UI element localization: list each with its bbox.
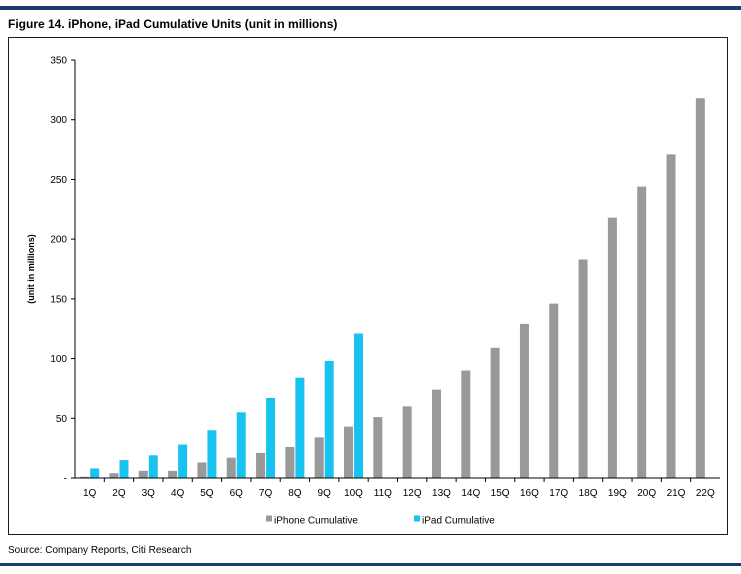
- bar-iphone: [519, 323, 529, 478]
- bar-ipad: [178, 444, 188, 478]
- x-tick-label: 5Q: [200, 488, 214, 499]
- x-tick-label: 20Q: [637, 488, 656, 499]
- bar-iphone: [461, 370, 471, 478]
- bar-iphone: [373, 417, 383, 478]
- bar-iphone: [256, 452, 266, 478]
- x-tick-label: 8Q: [288, 488, 302, 499]
- y-axis-label: (unit in millions): [26, 234, 36, 304]
- bar-ipad: [148, 455, 158, 478]
- bar-iphone: [431, 389, 441, 478]
- bar-ipad: [90, 468, 100, 478]
- top-rule: [0, 6, 741, 10]
- legend: iPhone Cumulative iPad Cumulative: [266, 515, 495, 527]
- y-tick-label: 150: [50, 294, 67, 305]
- figure-title: Figure 14. iPhone, iPad Cumulative Units…: [8, 17, 338, 31]
- x-tick-label: 18Q: [579, 488, 598, 499]
- x-tick-label: 4Q: [171, 488, 185, 499]
- x-tick-label: 6Q: [230, 488, 244, 499]
- x-tick-label: 14Q: [461, 488, 480, 499]
- y-tick-label: 300: [50, 115, 67, 126]
- bar-iphone: [607, 217, 617, 478]
- x-tick-label: 9Q: [318, 488, 332, 499]
- y-tick-label: 200: [50, 235, 67, 246]
- x-tick-label: 7Q: [259, 488, 273, 499]
- bars-group: [80, 98, 705, 479]
- bar-iphone: [138, 470, 148, 478]
- x-tick-label: 19Q: [608, 488, 627, 499]
- bar-ipad: [295, 377, 305, 478]
- x-tick-label: 12Q: [403, 488, 422, 499]
- bar-iphone: [695, 98, 705, 479]
- x-tick-label: 22Q: [696, 488, 715, 499]
- source-note: Source: Company Reports, Citi Research: [8, 545, 192, 556]
- legend-swatch-iphone: [266, 515, 272, 522]
- bar-ipad: [354, 333, 364, 478]
- legend-label-iphone: iPhone Cumulative: [274, 516, 358, 527]
- y-tick-label: 250: [50, 175, 67, 186]
- bar-ipad: [119, 460, 129, 478]
- chart-frame: [8, 37, 728, 535]
- bar-iphone: [314, 437, 324, 478]
- bar-iphone: [549, 303, 559, 478]
- bar-iphone: [344, 426, 354, 478]
- y-tick-label: 100: [50, 354, 67, 365]
- bar-ipad: [266, 397, 276, 478]
- bottom-rule: [0, 563, 741, 566]
- bar-ipad: [236, 412, 246, 478]
- x-tick-label: 13Q: [432, 488, 451, 499]
- x-tick-label: 2Q: [112, 488, 126, 499]
- x-tick-label: 3Q: [142, 488, 156, 499]
- x-tick-label: 17Q: [549, 488, 568, 499]
- y-tick-label: -: [64, 474, 67, 485]
- bar-iphone: [285, 446, 295, 478]
- x-tick-label: 15Q: [491, 488, 510, 499]
- x-tick-label: 11Q: [374, 488, 392, 499]
- bar-ipad: [207, 430, 217, 478]
- bar-ipad: [324, 360, 334, 478]
- x-tick-label: 10Q: [344, 488, 363, 499]
- y-tick-label: 350: [50, 56, 67, 67]
- bar-iphone: [109, 473, 119, 478]
- bar-iphone: [637, 186, 647, 478]
- y-ticks-group: - 50 100 150 200 250 300 350: [50, 56, 75, 485]
- x-tick-label: 16Q: [520, 488, 539, 499]
- x-tick-label: 21Q: [667, 488, 686, 499]
- bar-iphone: [168, 470, 178, 478]
- legend-swatch-ipad: [414, 515, 420, 522]
- bar-iphone: [226, 457, 236, 478]
- x-tick-label: 1Q: [83, 488, 97, 499]
- bar-iphone: [197, 462, 207, 478]
- bar-iphone: [402, 406, 412, 478]
- bar-iphone: [666, 154, 676, 478]
- bar-iphone: [490, 347, 500, 478]
- x-ticks-group: 1Q 2Q 3Q 4Q 5Q 6Q 7Q 8Q 9Q 10Q 11Q 12Q 13Q 14Q 15Q 16Q 1…: [83, 478, 715, 499]
- legend-label-ipad: iPad Cumulative: [422, 516, 495, 527]
- y-tick-label: 50: [56, 414, 68, 425]
- bar-iphone: [80, 476, 90, 478]
- bar-iphone: [578, 259, 588, 478]
